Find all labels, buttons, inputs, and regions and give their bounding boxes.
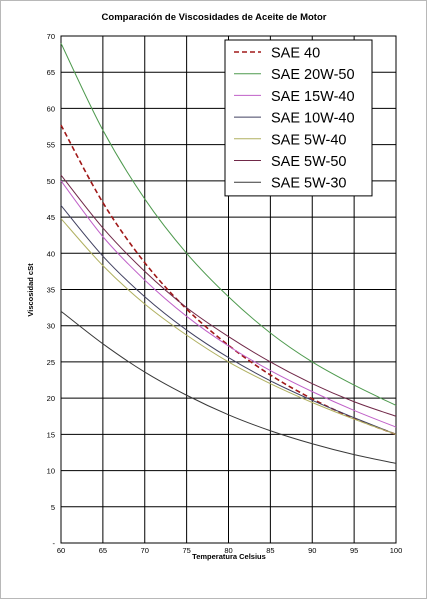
- y-tick-label: 5: [51, 503, 55, 512]
- y-tick-label: 20: [47, 394, 55, 403]
- x-tick-label: 70: [141, 546, 149, 555]
- series-line-sae-5w-50: [60, 174, 397, 417]
- y-tick-label: 35: [47, 286, 55, 295]
- legend: SAE 40 SAE 20W-50 SAE 15W-40 SAE 10W-40 SAE …: [224, 39, 373, 197]
- y-tick-label: 15: [47, 430, 55, 439]
- legend-label-sae-10w-40: SAE 10W-40: [271, 111, 355, 127]
- y-tick-label: 55: [47, 141, 55, 150]
- tick-labels: 60 65 70 75 80 85 90 95 100 - 5 10 15 20 25 30 35 40 45 50 5…: [47, 32, 403, 555]
- series-line-sae-5w-40: [60, 218, 397, 435]
- y-axis-title: Viscosidad cSt: [26, 263, 35, 317]
- y-tick-label: 70: [47, 32, 55, 41]
- y-tick-label: 10: [47, 467, 55, 476]
- y-tick-label: 30: [47, 322, 55, 331]
- x-tick-label: 100: [390, 546, 403, 555]
- chart-title: Comparación de Viscosidades de Aceite de…: [102, 12, 327, 23]
- x-tick-label: 85: [266, 546, 274, 555]
- x-tick-label: 75: [182, 546, 190, 555]
- x-tick-label: 95: [350, 546, 358, 555]
- legend-label-sae-15w-40: SAE 15W-40: [271, 89, 355, 105]
- series-line-sae-10w-40: [60, 205, 397, 435]
- x-tick-label: 90: [308, 546, 316, 555]
- y-tick-label: 40: [47, 249, 55, 258]
- y-tick-label: 50: [47, 177, 55, 186]
- legend-box: [224, 39, 373, 197]
- legend-label-sae-40: SAE 40: [271, 46, 320, 62]
- y-tick-label: -: [53, 539, 56, 548]
- y-tick-label: 45: [47, 213, 55, 222]
- x-axis-title: Temperatura Celsius: [192, 552, 266, 561]
- series-line-sae-5w-30: [60, 310, 397, 464]
- legend-label-sae-5w-50: SAE 5W-50: [271, 154, 347, 170]
- y-tick-label: 25: [47, 358, 55, 367]
- series-line-sae-15w-40: [60, 180, 397, 428]
- x-tick-label: 80: [224, 546, 232, 555]
- x-tick-label: 60: [57, 546, 65, 555]
- x-tick-label: 65: [99, 546, 107, 555]
- legend-label-sae-20w-50: SAE 20W-50: [271, 67, 355, 83]
- series-line-sae-20w-50: [60, 43, 397, 406]
- series-lines: [60, 43, 397, 464]
- legend-label-sae-5w-30: SAE 5W-30: [271, 176, 347, 192]
- y-tick-label: 65: [47, 68, 55, 77]
- y-tick-label: 60: [47, 104, 55, 113]
- legend-label-sae-5w-40: SAE 5W-40: [271, 132, 347, 148]
